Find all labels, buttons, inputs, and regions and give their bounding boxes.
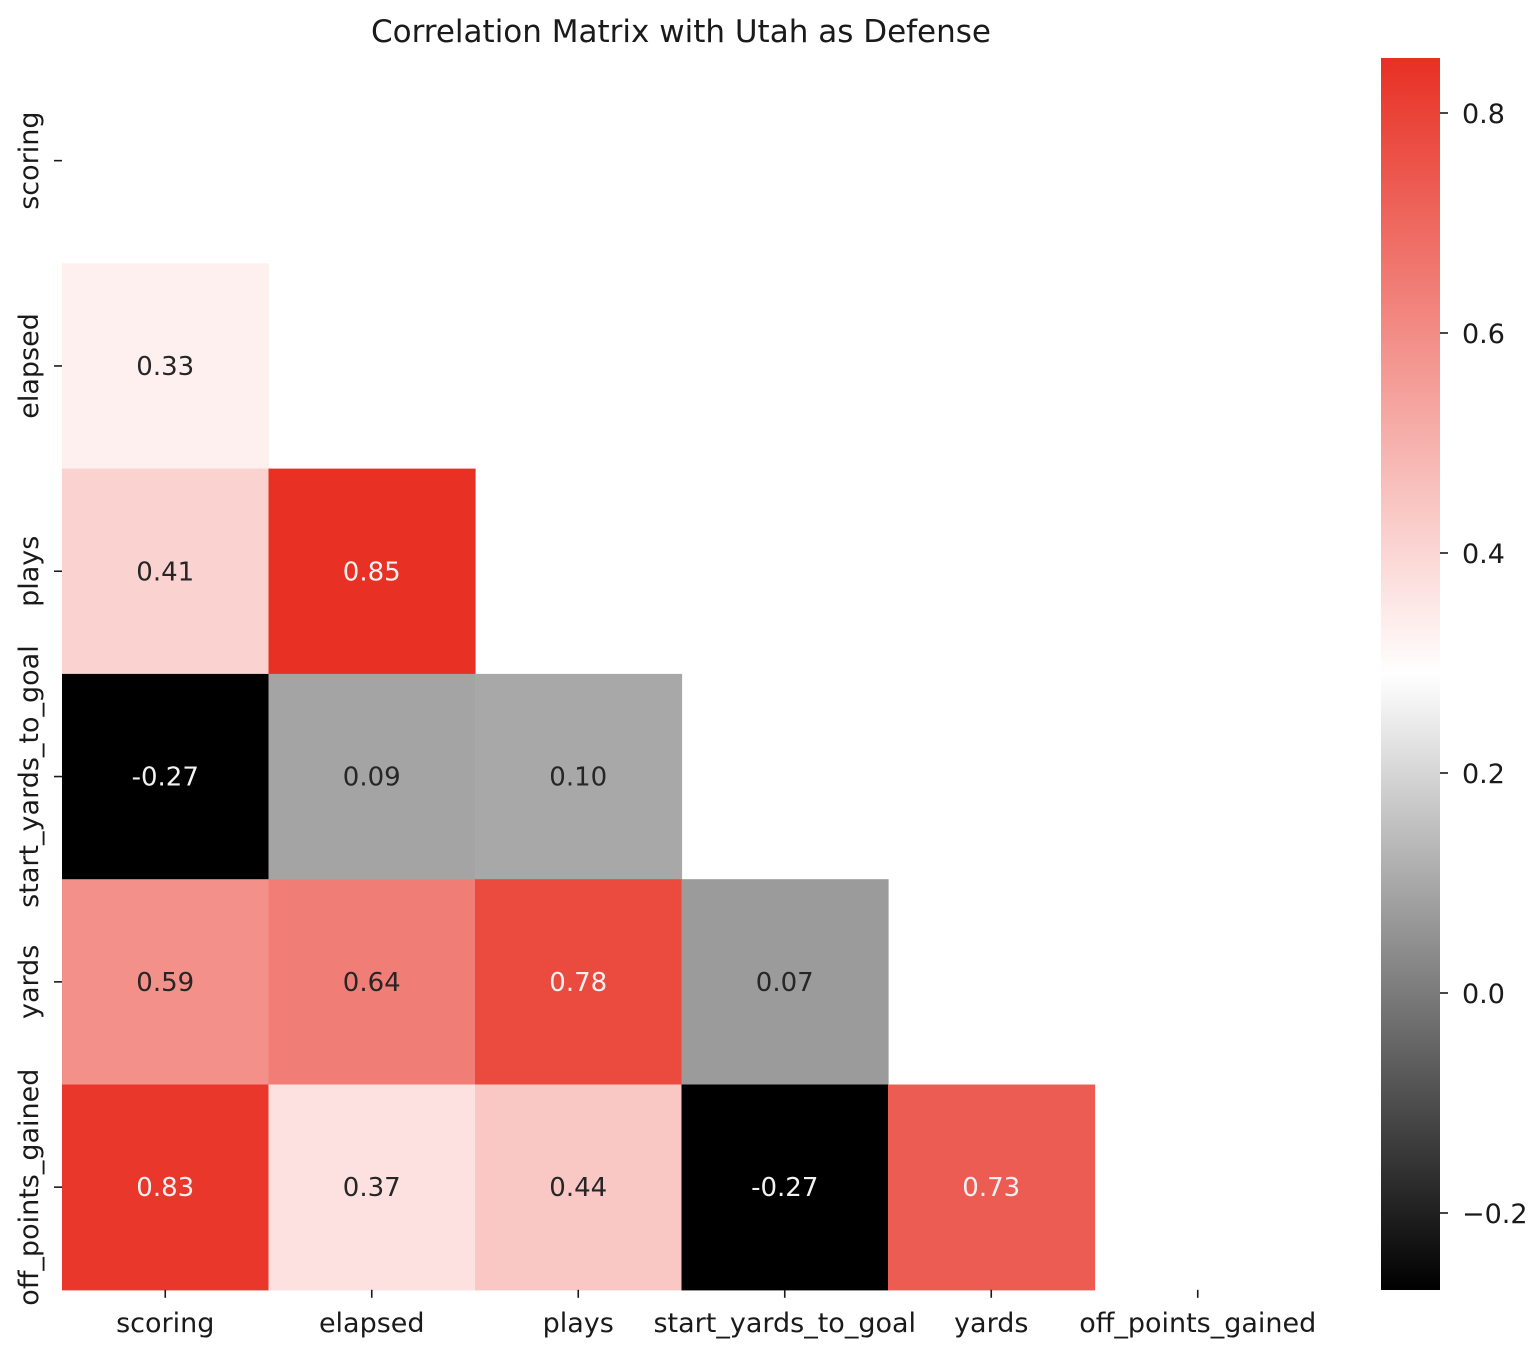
heatmap-cell <box>62 673 270 880</box>
y-tick-label: start_yards_to_goal <box>14 645 45 908</box>
heatmap-cell <box>475 1084 683 1291</box>
x-tick-label: off_points_gained <box>1079 1308 1316 1339</box>
heatmap-cell <box>475 673 683 880</box>
colorbar: −0.2 0.0 0.2 0.4 0.6 0.8 <box>1381 58 1528 1290</box>
colorbar-tick-label: 0.4 <box>1462 539 1505 570</box>
heatmap-cells: 0.33 0.41 0.85 -0.27 0.09 0.10 0.59 0.64 0.78 0.0… <box>62 263 1096 1291</box>
x-tick-label: plays <box>543 1308 614 1339</box>
chart-title: Correlation Matrix with Utah as Defense <box>371 14 991 50</box>
colorbar-tick-label: 0.8 <box>1462 99 1505 130</box>
heatmap-cell <box>888 1084 1096 1291</box>
cell-value-label: 0.83 <box>136 1173 194 1203</box>
x-tick-label: yards <box>954 1308 1028 1339</box>
cell-value-label: 0.09 <box>343 763 401 793</box>
colorbar-tick-label: 0.0 <box>1462 979 1505 1010</box>
y-tick-label: yards <box>14 945 45 1019</box>
colorbar-tick-label: 0.2 <box>1462 759 1505 790</box>
heatmap-cell <box>681 879 889 1086</box>
x-tick-label: start_yards_to_goal <box>653 1308 916 1339</box>
colorbar-tick-label: 0.6 <box>1462 319 1505 350</box>
cell-value-label: 0.07 <box>756 968 814 998</box>
heatmap-cell <box>268 1084 476 1291</box>
heatmap-cell <box>62 468 270 675</box>
cell-value-label: 0.33 <box>136 352 194 382</box>
heatmap-cell <box>268 468 476 675</box>
heatmap-cell <box>268 879 476 1086</box>
heatmap-cell <box>268 673 476 880</box>
x-tick-label: scoring <box>116 1308 214 1339</box>
cell-value-label: 0.78 <box>549 968 607 998</box>
cell-value-label: 0.41 <box>136 557 194 587</box>
y-tick-label: scoring <box>14 112 45 210</box>
cell-value-label: 0.44 <box>549 1173 607 1203</box>
cell-value-label: -0.27 <box>132 763 199 793</box>
cell-value-label: 0.85 <box>343 557 401 587</box>
cell-value-label: 0.59 <box>136 968 194 998</box>
colorbar-tick-label: −0.2 <box>1462 1199 1528 1230</box>
cell-value-label: 0.64 <box>343 968 401 998</box>
cell-value-label: 0.73 <box>962 1173 1020 1203</box>
y-tick-label: plays <box>14 536 45 607</box>
heatmap-cell <box>62 263 270 470</box>
y-tick-label: off_points_gained <box>14 1069 45 1306</box>
heatmap-cell <box>681 1084 889 1291</box>
y-tick-label: elapsed <box>14 313 45 419</box>
heatmap-cell <box>62 1084 270 1291</box>
cell-value-label: 0.37 <box>343 1173 401 1203</box>
colorbar-gradient <box>1381 58 1440 1290</box>
heatmap-cell <box>62 879 270 1086</box>
cell-value-label: 0.10 <box>549 763 607 793</box>
y-axis: scoring elapsed plays start_yards_to_goalya… <box>14 112 62 1306</box>
heatmap-cell <box>475 879 683 1086</box>
cell-value-label: -0.27 <box>751 1173 818 1203</box>
x-axis: scoring elapsed plays start_yards_to_goal ya… <box>116 1289 1316 1339</box>
x-tick-label: elapsed <box>319 1308 425 1339</box>
